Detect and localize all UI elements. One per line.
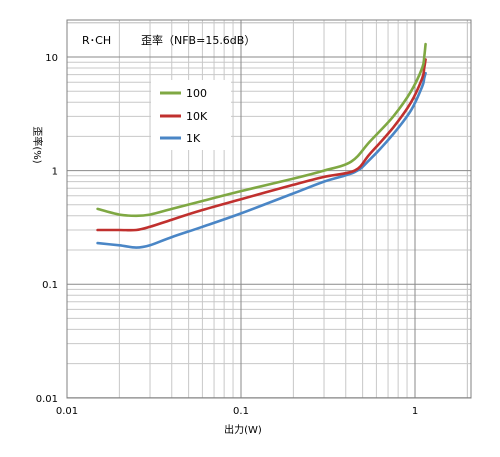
legend: 100 10K 1K <box>151 80 231 150</box>
y-tick-label: 10 <box>45 53 58 64</box>
y-tick-label: 0.1 <box>42 280 58 291</box>
x-axis-label: 出力(W) <box>224 423 262 436</box>
legend-label-100: 100 <box>186 87 207 100</box>
x-tick-label: 1 <box>412 406 418 417</box>
series-line-10k <box>96 58 427 232</box>
legend-label-10k: 10K <box>186 110 208 123</box>
series-line-100 <box>96 42 427 218</box>
series-line-1k <box>96 71 427 249</box>
x-tick-label: 0.1 <box>233 406 249 417</box>
tick-labels: 0.01 0.1 1 0.01 0.1 1 10 <box>36 53 418 417</box>
series-layer <box>96 42 427 249</box>
plot-border <box>66 19 472 399</box>
chart-title-channel: R･CH <box>82 34 111 47</box>
y-tick-label: 0.01 <box>36 394 58 405</box>
y-axis-label: 歪率(%) <box>31 126 44 163</box>
legend-label-1k: 1K <box>186 132 201 145</box>
chart-title-distortion: 歪率（NFB=15.6dB） <box>141 33 255 47</box>
x-tick-label: 0.01 <box>56 406 78 417</box>
y-tick-label: 1 <box>52 167 58 178</box>
